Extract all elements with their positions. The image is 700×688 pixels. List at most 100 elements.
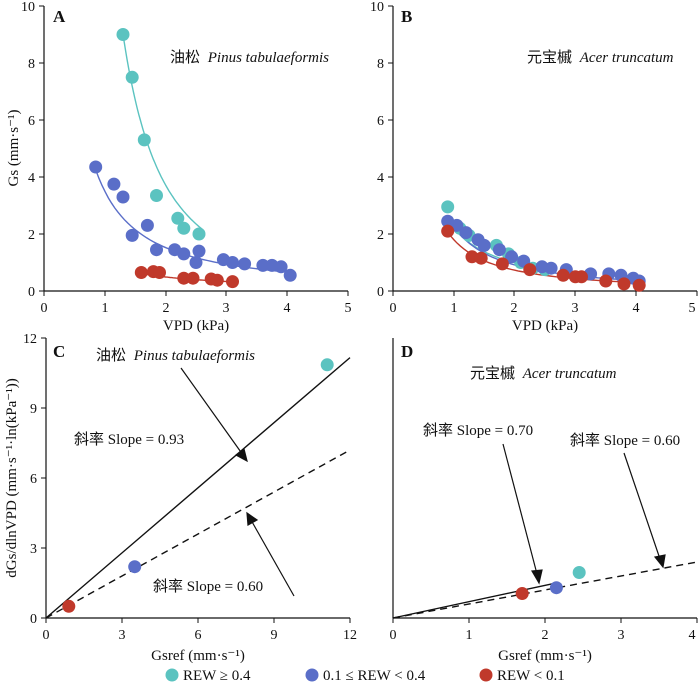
y-tick-label: 10 <box>21 0 35 15</box>
panel-b-ticks <box>388 5 698 296</box>
panel-c-species-label: 油松 Pinus tabulaeformis <box>96 347 255 364</box>
y-tick-label: 6 <box>28 114 35 129</box>
data-point-high <box>137 133 151 147</box>
panel-c-y-tick-labels: 0 3 6 9 12 <box>23 332 37 627</box>
panel-a: 0 1 2 3 4 5 0 2 4 6 8 10 A 油松 Pinus tabu… <box>6 0 352 334</box>
species-cn: 油松 <box>96 347 126 364</box>
data-point-mid <box>128 560 142 574</box>
panel-a-letter: A <box>53 7 66 26</box>
data-point-low <box>62 599 76 613</box>
panel-a-species-label: 油松 Pinus tabulaeformis <box>170 49 329 66</box>
data-point-high <box>150 189 163 202</box>
panel-d-ticks <box>392 618 698 623</box>
data-point-mid <box>274 260 288 274</box>
panel-d-x-axis-label: Gsref (mm·s⁻¹) <box>498 648 592 664</box>
data-point-low <box>186 271 200 285</box>
data-point-high <box>192 227 206 241</box>
y-tick-label: 4 <box>377 171 384 186</box>
x-tick-label: 12 <box>343 628 357 643</box>
y-tick-label: 6 <box>30 472 37 487</box>
species-cn: 油松 <box>170 49 200 66</box>
panel-c-axes <box>45 338 350 619</box>
legend-marker-mid <box>305 668 319 682</box>
x-tick-label: 2 <box>163 301 170 316</box>
data-point-high <box>572 566 586 579</box>
panel-c-annotation-arrows <box>180 367 295 597</box>
data-point-mid <box>189 256 203 269</box>
data-point-low <box>226 275 239 289</box>
panel-c-solid-slope-label: 斜率 Slope = 0.93 <box>74 431 184 448</box>
data-point-low <box>556 268 570 282</box>
x-tick-label: 3 <box>572 301 579 316</box>
panel-c-marks <box>45 357 351 619</box>
species-cn: 元宝槭 <box>470 365 515 382</box>
arrowhead-icon <box>653 554 666 569</box>
y-tick-label: 3 <box>30 542 37 557</box>
species-latin: Pinus tabulaeformis <box>133 348 255 364</box>
x-tick-label: 0 <box>43 628 50 643</box>
legend-marker-low <box>479 668 493 682</box>
data-point-mid <box>477 238 491 252</box>
panel-c-x-tick-labels: 0 3 6 9 12 <box>43 628 358 643</box>
data-point-mid <box>150 243 163 257</box>
panel-b-axes <box>392 6 697 292</box>
data-point-low <box>599 274 613 288</box>
data-point-high <box>177 221 191 235</box>
species-latin: Pinus tabulaeformis <box>207 50 329 66</box>
panel-a-y-tick-labels: 0 2 4 6 8 10 <box>21 0 35 300</box>
data-point-mid <box>256 258 270 272</box>
x-tick-label: 2 <box>511 301 518 316</box>
x-tick-label: 3 <box>618 628 625 643</box>
x-tick-label: 4 <box>633 301 640 316</box>
y-tick-label: 6 <box>377 114 384 129</box>
panel-a-x-tick-labels: 0 1 2 3 4 5 <box>41 301 352 316</box>
panel-d-letter: D <box>401 342 413 361</box>
arrowhead-icon <box>246 511 259 526</box>
data-point-low <box>134 266 148 279</box>
panel-c-dashed-slope-label: 斜率 Slope = 0.60 <box>153 578 263 595</box>
panel-a-marks <box>89 28 297 289</box>
species-latin: Acer truncatum <box>522 366 617 382</box>
data-point-low <box>474 251 488 265</box>
x-tick-label: 5 <box>689 301 696 316</box>
x-tick-label: 3 <box>119 628 126 643</box>
x-tick-label: 0 <box>390 301 397 316</box>
data-point-low <box>495 257 509 271</box>
data-point-low <box>575 270 588 284</box>
data-point-low <box>177 271 191 285</box>
panel-d-dashed-slope-label: 斜率 Slope = 0.60 <box>570 432 680 449</box>
species-cn: 元宝槭 <box>527 49 572 66</box>
x-tick-label: 9 <box>271 628 278 643</box>
data-point-mid <box>125 228 139 242</box>
data-point-high <box>441 200 455 214</box>
panel-b-species-label: 元宝槭 Acer truncatum <box>527 49 674 66</box>
panel-a-ticks <box>39 5 349 296</box>
data-point-mid <box>492 243 506 257</box>
data-point-mid <box>89 160 103 174</box>
data-point-mid <box>192 244 206 258</box>
data-point-low <box>632 278 646 292</box>
panel-b-x-axis-label: VPD (kPa) <box>512 318 578 334</box>
y-tick-label: 8 <box>28 57 35 72</box>
y-tick-label: 8 <box>377 57 384 72</box>
panel-b: 0 1 2 3 4 5 0 2 4 6 8 10 B 元宝槭 Acer trun… <box>370 0 698 334</box>
data-point-high <box>171 211 185 225</box>
x-tick-label: 1 <box>102 301 109 316</box>
x-tick-label: 4 <box>284 301 291 316</box>
panel-d-species-label: 元宝槭 Acer truncatum <box>470 365 617 382</box>
data-point-low <box>210 273 224 287</box>
data-point-low <box>515 587 529 600</box>
y-tick-label: 0 <box>28 285 35 300</box>
panel-a-axes <box>43 6 348 292</box>
y-tick-label: 4 <box>28 171 35 186</box>
data-point-mid <box>459 226 473 240</box>
x-tick-label: 0 <box>41 301 48 316</box>
x-tick-label: 2 <box>542 628 549 643</box>
data-point-mid <box>283 268 297 282</box>
y-tick-label: 9 <box>30 402 37 417</box>
panel-d-solid-slope-label: 斜率 Slope = 0.70 <box>423 422 533 439</box>
panel-a-y-axis-label: Gs (mm·s⁻¹) <box>6 110 22 187</box>
data-point-high <box>116 28 130 41</box>
panel-c-y-axis-label: dGs/dlnVPD (mm·s⁻¹·ln(kPa⁻¹)) <box>4 378 20 577</box>
